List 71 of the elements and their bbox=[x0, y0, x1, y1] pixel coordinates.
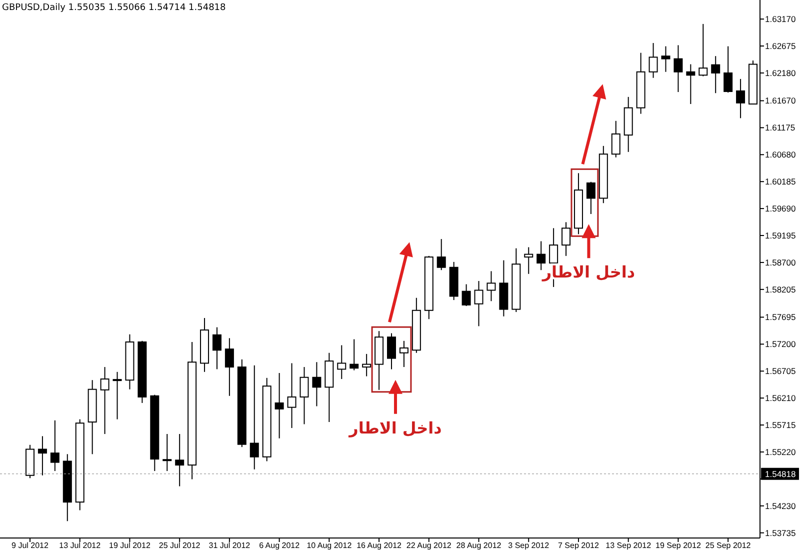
candlestick bbox=[724, 46, 733, 94]
candlestick bbox=[312, 362, 322, 407]
candlestick bbox=[300, 366, 309, 425]
candlestick bbox=[287, 362, 296, 429]
candlestick bbox=[474, 280, 484, 327]
x-tick-label: 9 Jul 2012 bbox=[12, 541, 50, 550]
y-tick-label: 1.57695 bbox=[765, 312, 796, 322]
y-tick-label: 1.56705 bbox=[765, 366, 796, 376]
candlestick bbox=[162, 433, 172, 472]
y-tick-label: 1.57200 bbox=[765, 339, 796, 350]
x-tick-label: 25 Sep 2012 bbox=[705, 541, 752, 550]
x-tick-label: 25 Jul 2012 bbox=[158, 541, 201, 550]
x-tick-label: 31 Jul 2012 bbox=[208, 541, 251, 550]
candlestick bbox=[486, 270, 496, 302]
candlestick bbox=[212, 326, 222, 370]
y-tick-label: 1.58700 bbox=[765, 257, 796, 268]
candlestick bbox=[274, 372, 284, 439]
candlestick bbox=[562, 222, 571, 256]
x-tick-label: 3 Sep 2012 bbox=[508, 541, 550, 550]
candlestick bbox=[524, 246, 534, 274]
y-tick-label: 1.55220 bbox=[765, 446, 796, 457]
candlestick bbox=[661, 46, 670, 72]
candlestick bbox=[436, 238, 446, 271]
candlestick bbox=[611, 120, 620, 158]
candlestick bbox=[50, 420, 60, 472]
x-tick-label: 19 Sep 2012 bbox=[656, 541, 702, 550]
candlestick bbox=[698, 23, 708, 77]
candlestick bbox=[100, 366, 110, 434]
candlestick bbox=[38, 436, 47, 476]
candlestick bbox=[711, 56, 720, 94]
y-tick-label: 1.61175 bbox=[765, 122, 796, 133]
y-tick-label: 1.60680 bbox=[765, 150, 796, 160]
chart-title: GBPUSD,Daily 1.55035 1.55066 1.54714 1.54818 bbox=[2, 3, 226, 13]
y-tick-label: 1.59195 bbox=[765, 230, 796, 240]
candlestick bbox=[399, 340, 408, 368]
ref-line-label: 1.54818 bbox=[765, 468, 796, 479]
candlestick bbox=[462, 284, 471, 307]
candlestick bbox=[648, 42, 658, 78]
candlestick bbox=[686, 64, 696, 105]
x-tick-label: 28 Aug 2012 bbox=[456, 541, 502, 550]
x-tick-label: 16 Aug 2012 bbox=[356, 541, 402, 550]
candlestick bbox=[350, 338, 359, 371]
y-tick-label: 1.55715 bbox=[765, 420, 796, 430]
x-tick-label: 10 Aug 2012 bbox=[306, 541, 352, 550]
y-tick-label: 1.61670 bbox=[765, 96, 796, 106]
candlestick bbox=[250, 364, 259, 470]
x-tick-label: 6 Aug 2012 bbox=[259, 541, 300, 550]
x-tick-label: 19 Jul 2012 bbox=[109, 541, 151, 550]
candlestick bbox=[674, 44, 683, 93]
candlestick bbox=[112, 371, 122, 420]
y-tick-label: 1.59690 bbox=[765, 204, 796, 214]
x-tick-label: 13 Jul 2012 bbox=[59, 541, 102, 550]
candlestick bbox=[736, 78, 746, 119]
candlestick bbox=[362, 353, 372, 377]
candlestick bbox=[175, 433, 184, 487]
annotation: داخل الاطار bbox=[348, 418, 442, 438]
y-tick-label: 1.63170 bbox=[765, 14, 796, 24]
y-tick-label: 1.62180 bbox=[765, 68, 796, 78]
x-tick-label: 13 Sep 2012 bbox=[606, 541, 652, 550]
candlestick bbox=[337, 344, 346, 380]
x-tick-label: 22 Aug 2012 bbox=[406, 541, 452, 550]
candlestick bbox=[387, 332, 396, 370]
y-tick-label: 1.60185 bbox=[765, 176, 796, 187]
y-tick-label: 1.62675 bbox=[765, 40, 796, 51]
candlestick bbox=[586, 181, 596, 214]
y-tick-label: 1.54230 bbox=[765, 500, 796, 511]
x-tick-label: 7 Sep 2012 bbox=[558, 541, 600, 550]
y-tick-label: 1.53735 bbox=[765, 528, 796, 538]
y-tick-label: 1.56210 bbox=[765, 393, 796, 404]
y-tick-label: 1.58205 bbox=[765, 284, 796, 294]
candlestick bbox=[224, 338, 234, 396]
